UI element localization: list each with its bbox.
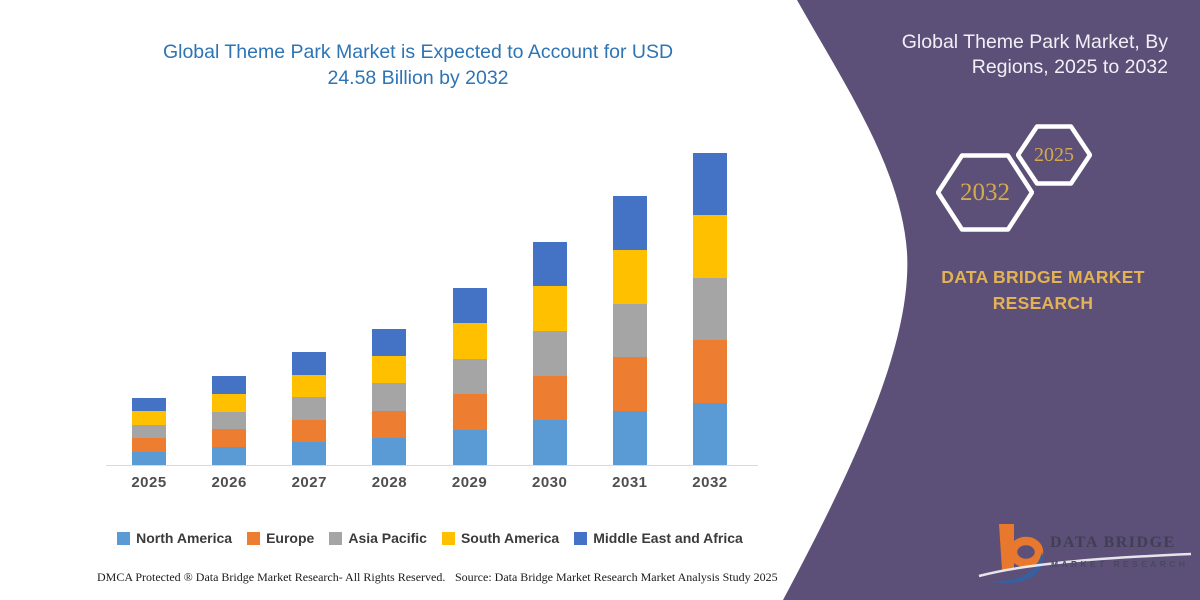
hexagon-2032-year: 2032 [960, 178, 1010, 206]
data-bridge-logo-icon [978, 524, 1192, 584]
bar-segment-europe [692, 340, 727, 403]
hexagon-2032-outline [936, 153, 1034, 232]
legend-item-south-america: South America [441, 530, 560, 546]
panel-curve-shape [783, 0, 1200, 600]
bar-segment-south-america [692, 215, 727, 278]
bar-segment-asia-pacific [372, 383, 407, 411]
x-axis-label-2031: 2031 [612, 474, 648, 491]
bar-segment-south-america [612, 249, 647, 304]
panel-title: Global Theme Park Market, By Regions, 20… [901, 31, 1168, 79]
legend-label: Asia Pacific [348, 530, 427, 546]
bar-segment-asia-pacific [132, 424, 166, 438]
bar-segment-europe [292, 419, 327, 443]
bar-2031 [612, 196, 647, 465]
bar-segment-north-america [692, 402, 727, 465]
logo-d-swoosh [983, 552, 1043, 584]
bar-2025 [132, 397, 166, 465]
bar-segment-middle-east-and-africa [612, 196, 647, 250]
bar-segment-asia-pacific [532, 330, 567, 376]
bar-segment-middle-east-and-africa [452, 287, 487, 323]
bar-segment-europe [372, 410, 407, 438]
bar-2026 [212, 376, 247, 465]
bar-segment-north-america [132, 451, 166, 465]
logo-b-stem [999, 524, 1014, 570]
legend-label: Middle East and Africa [593, 530, 743, 546]
bar-segment-south-america [212, 393, 247, 412]
bar-segment-south-america [452, 323, 487, 359]
legend-swatch [441, 531, 455, 545]
legend-swatch [574, 531, 588, 545]
footer-copyright: DMCA Protected ® Data Bridge Market Rese… [97, 570, 446, 584]
x-axis-label-2027: 2027 [291, 474, 327, 491]
x-axis-label-2025: 2025 [131, 474, 167, 491]
bar-segment-asia-pacific [212, 411, 247, 430]
legend-swatch [117, 531, 131, 545]
bar-segment-europe [132, 438, 166, 452]
bar-segment-europe [612, 357, 647, 412]
x-axis-label-2026: 2026 [211, 474, 247, 491]
hexagon-2032 [936, 153, 1034, 232]
logo-swoosh-line [978, 552, 1192, 578]
bar-2030 [532, 241, 567, 465]
legend-item-europe: Europe [247, 530, 314, 546]
bar-segment-europe [212, 429, 247, 448]
bar-segment-north-america [612, 411, 647, 465]
hexagon-2025-outline [1016, 124, 1092, 186]
bar-2032 [692, 153, 727, 465]
x-axis-label-2029: 2029 [451, 474, 488, 491]
legend-label: Europe [266, 530, 315, 546]
hexagon-2025-year: 2025 [1034, 143, 1074, 166]
bar-2027 [292, 352, 327, 465]
legend-label: South America [460, 530, 560, 546]
bar-2029 [452, 287, 487, 465]
bar-segment-asia-pacific [612, 303, 647, 358]
plot-area [90, 120, 770, 466]
bar-segment-north-america [212, 447, 247, 465]
x-axis-label-2028: 2028 [371, 474, 408, 491]
bar-segment-middle-east-and-africa [532, 241, 567, 287]
x-axis-label-2030: 2030 [532, 474, 568, 491]
legend-label: North America [136, 530, 233, 546]
legend-item-middle-east-and-africa: Middle East and Africa [574, 530, 743, 546]
bar-segment-middle-east-and-africa [132, 397, 166, 411]
legend-item-north-america: North America [117, 530, 232, 546]
bar-segment-south-america [292, 374, 327, 398]
bar-segment-south-america [532, 286, 567, 331]
bar-2028 [372, 329, 407, 465]
legend-swatch [329, 531, 343, 545]
bar-segment-middle-east-and-africa [292, 352, 327, 375]
logo-b-bowl [1008, 536, 1044, 568]
x-axis-label-2032: 2032 [692, 474, 728, 491]
bar-segment-europe [532, 375, 567, 421]
logo-text-market-research: MARKET RESEARCH [1051, 559, 1189, 569]
bar-segment-asia-pacific [292, 397, 327, 420]
bar-segment-middle-east-and-africa [212, 376, 247, 394]
legend: North America Europe Asia Pacific South Ame… [88, 530, 772, 546]
brand-wordmark: DATA BRIDGE MARKET RESEARCH [941, 267, 1145, 314]
bar-segment-europe [452, 394, 487, 430]
bar-segment-south-america [132, 411, 166, 425]
x-axis-line [106, 465, 758, 466]
logo-text-data-bridge: DATA BRIDGE [1050, 534, 1176, 551]
bar-segment-south-america [372, 356, 407, 384]
bar-segment-north-america [292, 442, 327, 465]
bar-segment-north-america [372, 437, 407, 465]
bar-segment-middle-east-and-africa [372, 329, 407, 357]
footer-source: Source: Data Bridge Market Research Mark… [455, 570, 778, 584]
legend-item-asia-pacific: Asia Pacific [329, 530, 427, 546]
bar-segment-middle-east-and-africa [692, 153, 727, 216]
bar-segment-asia-pacific [692, 277, 727, 341]
legend-swatch [247, 531, 261, 545]
hexagon-2025 [1016, 124, 1092, 186]
bar-segment-asia-pacific [452, 358, 487, 394]
bar-segment-north-america [532, 420, 567, 465]
bar-segment-north-america [452, 429, 487, 465]
chart-title: Global Theme Park Market is Expected to … [162, 41, 674, 89]
